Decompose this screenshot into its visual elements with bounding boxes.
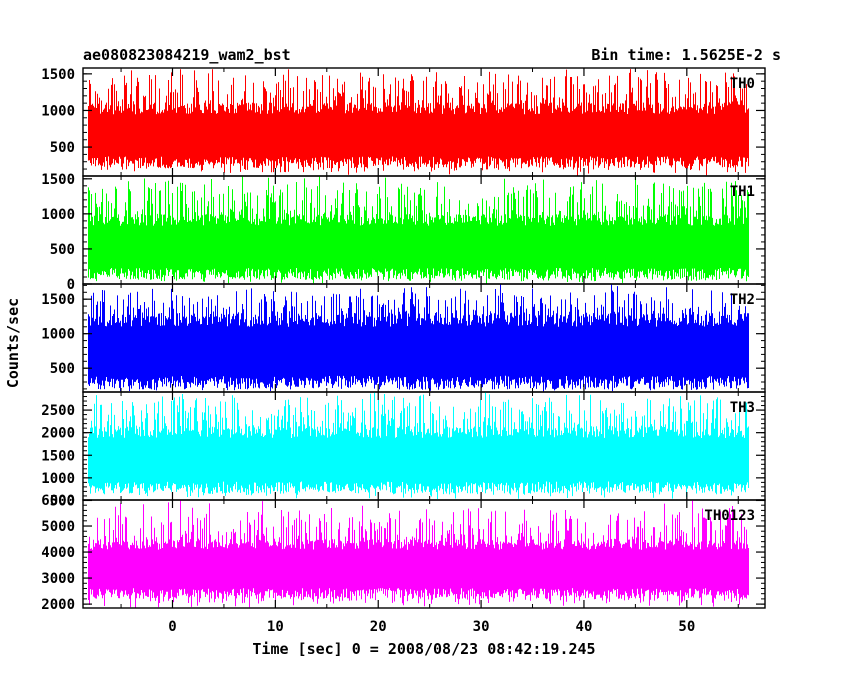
y-tick-label: 2500	[41, 403, 75, 419]
panel-frame	[82, 499, 766, 609]
x-tick-label: 20	[370, 619, 387, 635]
y-tick-label: 2000	[41, 426, 75, 442]
panel-th1: 0 500 1000 1500 TH1	[41, 172, 766, 293]
y-tick-label: 0	[67, 277, 75, 293]
y-tick-label: 1500	[41, 448, 75, 464]
y-tick-label: 1000	[41, 207, 75, 223]
x-axis-label: Time [sec] 0 = 2008/08/23 08:42:19.245	[252, 640, 595, 658]
x-tick-label: 40	[576, 619, 593, 635]
panel-label: TH0	[730, 76, 755, 92]
series-th3	[88, 392, 749, 499]
y-tick-label: 1500	[41, 292, 75, 308]
series-th2	[88, 284, 749, 392]
y-tick-label: 500	[50, 140, 75, 156]
x-tick-label: 0	[168, 619, 176, 635]
y-tick-label: 3000	[41, 571, 75, 587]
y-tick-label: 1500	[41, 67, 75, 83]
panel-th0: 500 1000 1500 TH0	[41, 67, 766, 177]
y-tick-label: 5000	[41, 519, 75, 535]
panel-label: TH0123	[704, 508, 755, 524]
y-tick-label: 500	[50, 242, 75, 258]
series-th0123	[88, 500, 749, 608]
panel-th3: 500 1000 1500 2000 2500 TH3	[41, 391, 766, 509]
chart-title: ae080823084219_wam2_bst	[83, 46, 291, 64]
y-tick-label: 2000	[41, 597, 75, 613]
panel-th0123: 2000 3000 4000 5000 6000 TH0123	[41, 493, 766, 613]
y-tick-label: 4000	[41, 545, 75, 561]
y-tick-label: 1000	[41, 103, 75, 119]
panel-label: TH1	[730, 184, 755, 200]
x-tick-label: 30	[473, 619, 490, 635]
panel-label: TH3	[730, 400, 755, 416]
y-axis-label: Counts/sec	[4, 298, 22, 388]
panel-th2: 500 1000 1500 TH2	[41, 283, 766, 393]
y-tick-label: 500	[50, 361, 75, 377]
y-tick-label: 1000	[41, 327, 75, 343]
panel-group: 50010001500TH0050010001500TH150010001500…	[41, 67, 766, 635]
y-tick-label: 1500	[41, 172, 75, 188]
x-tick-label: 10	[267, 619, 284, 635]
series-th0	[88, 69, 749, 176]
series-th1	[88, 176, 749, 284]
panel-label: TH2	[730, 292, 755, 308]
y-tick-label: 500	[50, 493, 75, 509]
y-tick-label: 6000	[41, 493, 75, 509]
x-tick-label: 50	[678, 619, 695, 635]
chart-subtitle: Bin time: 1.5625E-2 s	[591, 46, 781, 64]
y-tick-label: 1000	[41, 471, 75, 487]
